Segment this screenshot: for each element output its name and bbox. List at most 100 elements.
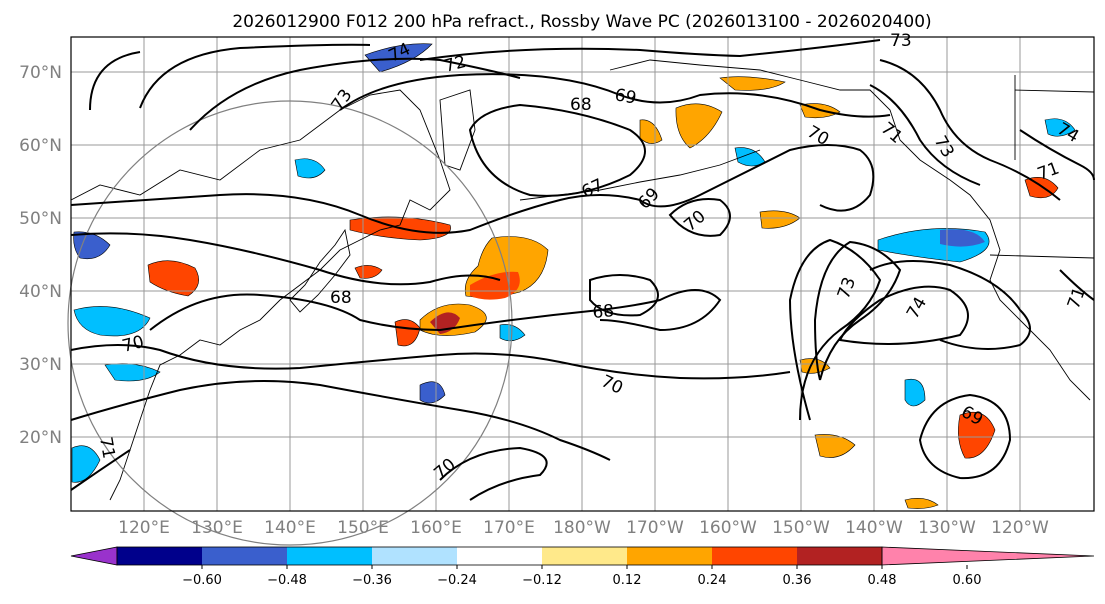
contour-line [918, 393, 1012, 480]
shade-patch [147, 260, 200, 297]
shade-patch [419, 381, 446, 404]
lat-label-40n: 40°N [19, 282, 62, 302]
colorbar-swatch [457, 547, 542, 565]
contour-line [70, 144, 875, 234]
shade-patch [719, 76, 786, 91]
contour-label: 68 [592, 301, 615, 323]
longitude-labels: 120°E 130°E 140°E 150°E 160°E 170°E 180°… [118, 518, 1049, 538]
japan-coastline [289, 228, 351, 313]
lon-label: 130°W [918, 518, 976, 538]
contour-line [70, 380, 611, 461]
lon-label: 150°E [337, 518, 389, 538]
lon-label: 160°W [699, 518, 757, 538]
north-america-border [989, 75, 1095, 259]
contour-line [879, 59, 1061, 201]
shade-patch [364, 43, 433, 73]
lon-label: 140°W [845, 518, 903, 538]
map-title: 2026012900 F012 200 hPa refract., Rossby… [232, 12, 931, 32]
colorbar-swatch [117, 547, 202, 565]
colorbar-swatch [202, 547, 287, 565]
lon-label: 120°E [118, 518, 170, 538]
contour-line [339, 73, 891, 118]
colorbar-swatches [70, 546, 1095, 566]
contour-label: 69 [613, 85, 638, 108]
lat-label-50n: 50°N [19, 209, 62, 229]
contour-line [189, 57, 521, 131]
shade-patch [940, 229, 985, 247]
colorbar-tick-label: −0.24 [437, 573, 477, 588]
shade-patch [904, 378, 926, 407]
lat-label-60n: 60°N [19, 136, 62, 156]
contour-label: 68 [570, 95, 592, 115]
colorbar-tick-label: 0.48 [868, 573, 897, 588]
lon-label: 130°E [191, 518, 243, 538]
lat-label-20n: 20°N [19, 428, 62, 448]
lon-label: 170°E [483, 518, 535, 538]
lon-label: 180°W [553, 518, 611, 538]
colorbar-swatch [797, 547, 882, 565]
lon-gridlines [143, 37, 1021, 511]
contour-line [869, 260, 1031, 350]
colorbar-tick-label: 0.24 [698, 573, 727, 588]
colorbar-swatch [627, 547, 712, 565]
lon-label: 140°E [264, 518, 316, 538]
shade-patch [354, 265, 383, 279]
contour-line [813, 240, 902, 381]
contour-line [419, 39, 881, 61]
contour-line [139, 43, 371, 109]
kamchatka-coastline [439, 89, 476, 171]
shade-patch [1044, 118, 1076, 137]
contour-line [89, 51, 141, 111]
colorbar-ticks: −0.60 −0.48 −0.36 −0.24 −0.12 0.12 0.24 0.36 0.4… [182, 565, 981, 588]
shade-patch [73, 306, 151, 337]
shade-patch [394, 319, 421, 347]
shade-patch [814, 434, 856, 458]
contour-line [788, 238, 882, 421]
contour-line [1019, 129, 1095, 181]
contour-line [838, 285, 969, 345]
lat-label-30n: 30°N [19, 355, 62, 375]
colorbar: −0.60 −0.48 −0.36 −0.24 −0.12 0.12 0.24 0.36 0.4… [70, 546, 1095, 588]
contour-line [1059, 269, 1095, 301]
lon-label: 120°W [991, 518, 1049, 538]
shade-patch [294, 158, 326, 179]
shade-patch [71, 445, 101, 483]
lon-label: 170°W [626, 518, 684, 538]
alaska-coastline [609, 59, 1091, 401]
contour-line [668, 198, 731, 237]
contour-label: 68 [330, 288, 352, 308]
colorbar-swatch [287, 547, 372, 565]
contour-line [589, 274, 659, 317]
shade-patch [958, 411, 996, 459]
colorbar-tick-label: −0.48 [267, 573, 307, 588]
colorbar-swatch [712, 547, 797, 565]
colorbar-tick-label: −0.12 [522, 573, 562, 588]
colorbar-tick-label: 0.36 [783, 573, 812, 588]
distance-ring [67, 100, 513, 546]
contour-line [468, 103, 646, 197]
contour-line [869, 84, 981, 186]
map-frame [70, 36, 1095, 512]
colorbar-tick-label: 0.60 [953, 573, 982, 588]
lon-label: 150°W [772, 518, 830, 538]
contour-label: 71 [95, 435, 118, 460]
colorbar-tick-label: −0.36 [352, 573, 392, 588]
shade-patch [639, 119, 663, 144]
lat-label-70n: 70°N [19, 63, 62, 83]
colorbar-tick-label: −0.60 [182, 573, 222, 588]
contour-line [439, 446, 548, 501]
colorbar-extend-high [881, 546, 1095, 566]
latitude-labels: 70°N 60°N 50°N 40°N 30°N 20°N [19, 63, 62, 448]
colorbar-swatch [542, 547, 627, 565]
colorbar-swatch [372, 547, 457, 565]
negative-anomaly-shading [71, 43, 1076, 483]
contour-label: 73 [890, 31, 912, 51]
shade-patch [675, 103, 723, 149]
positive-anomaly-shading [147, 76, 1059, 509]
contour-line [70, 344, 791, 380]
refractivity-contours [70, 39, 1095, 501]
contour-line [149, 289, 722, 332]
contour-line [70, 232, 501, 286]
shade-patch [904, 498, 939, 509]
